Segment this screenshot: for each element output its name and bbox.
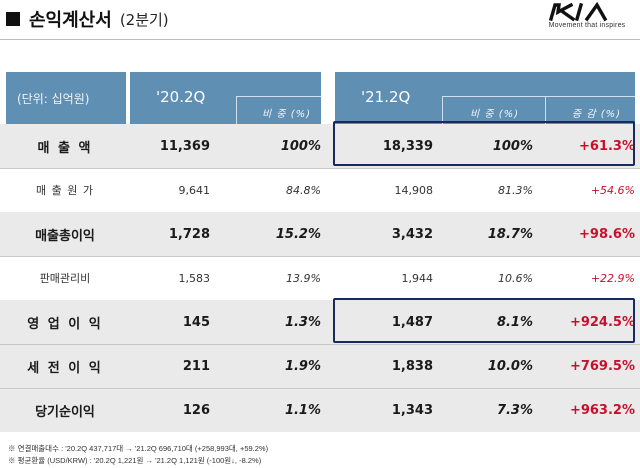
ratio-21q: 18.7%: [487, 226, 533, 242]
ratio-20q: 84.8%: [286, 183, 321, 197]
period2-label: '21.2Q: [361, 88, 411, 106]
value-20q: 1,728: [168, 226, 210, 242]
value-21q: 18,339: [382, 138, 433, 154]
title-group: 손익계산서 (2분기): [6, 6, 169, 32]
ratio-20q: 1.3%: [284, 314, 321, 330]
period1-header-cell: [130, 72, 321, 124]
header-divider: [236, 96, 237, 124]
ratio-20q: 13.9%: [286, 271, 321, 285]
header-divider: [0, 39, 640, 40]
row-background: [0, 212, 640, 256]
ratio-21q: 81.3%: [498, 183, 533, 197]
row-label: 매 출 액: [37, 140, 93, 156]
header-divider: [236, 96, 321, 97]
change-pct: +924.5%: [569, 314, 635, 330]
row-label: 판매관리비: [39, 272, 91, 285]
title-bullet-icon: [6, 12, 20, 26]
ratio-20q: 15.2%: [275, 226, 321, 242]
row-label: 매 출 원 가: [36, 184, 94, 197]
ratio1-label: 비 중 (%): [262, 109, 312, 120]
value-21q: 1,944: [401, 271, 434, 285]
period2-header-cell: [335, 72, 635, 124]
header-divider: [545, 96, 546, 124]
ratio-21q: 10.0%: [487, 358, 533, 374]
change-pct: +54.6%: [590, 183, 635, 197]
change-pct: +963.2%: [569, 402, 635, 418]
period1-label: '20.2Q: [156, 88, 206, 106]
kia-logo: Movement that inspires: [542, 2, 632, 29]
logo-tagline: Movement that inspires: [548, 22, 626, 29]
row-background: [0, 300, 640, 344]
footnotes: ※ 연결매출대수 : '20.2Q 437,717대 → '21.2Q 696,…: [8, 443, 268, 467]
unit-header-cell: [6, 72, 126, 124]
row-divider: [0, 388, 640, 389]
value-21q: 3,432: [391, 226, 433, 242]
unit-label: (단위: 십억원): [17, 92, 90, 106]
kia-logo-icon: [548, 2, 608, 22]
ratio-20q: 1.9%: [284, 358, 321, 374]
ratio-20q: 1.1%: [284, 402, 321, 418]
value-21q: 1,343: [391, 402, 433, 418]
change-pct: +22.9%: [590, 271, 635, 285]
ratio-21q: 8.1%: [496, 314, 533, 330]
change-pct: +769.5%: [569, 358, 635, 374]
value-20q: 126: [182, 402, 210, 418]
footnote-sales-volume: ※ 연결매출대수 : '20.2Q 437,717대 → '21.2Q 696,…: [8, 444, 269, 453]
row-divider: [0, 168, 640, 169]
row-label: 영 업 이 익: [27, 316, 103, 332]
row-divider: [0, 344, 640, 345]
ratio-21q: 10.6%: [498, 271, 533, 285]
ratio2-label: 비 중 (%): [470, 109, 520, 120]
value-20q: 211: [182, 358, 210, 374]
value-21q: 1,838: [391, 358, 433, 374]
value-20q: 11,369: [159, 138, 210, 154]
revenue-highlight-box: [333, 121, 635, 166]
ratio-21q: 7.3%: [496, 402, 533, 418]
row-divider: [0, 256, 640, 257]
value-20q: 9,641: [178, 183, 211, 197]
change-label: 증 감 (%): [572, 109, 622, 120]
value-20q: 1,583: [178, 271, 211, 285]
header-divider: [442, 96, 635, 97]
ratio-21q: 100%: [492, 138, 533, 154]
change-pct: +98.6%: [579, 226, 635, 242]
value-20q: 145: [182, 314, 210, 330]
row-label: 당기순이익: [35, 404, 95, 420]
row-label: 매출총이익: [35, 228, 95, 244]
header-divider: [442, 96, 443, 124]
page-title: 손익계산서: [29, 10, 112, 31]
operating-profit-highlight-box: [333, 298, 635, 343]
change-pct: +61.3%: [579, 138, 635, 154]
value-21q: 1,487: [391, 314, 433, 330]
footnote-exchange-rate: ※ 평균환율 (USD/KRW) : '20.2Q 1,221원 → '21.2…: [8, 456, 262, 465]
value-21q: 14,908: [394, 183, 434, 197]
table-header: (단위: 십억원) '20.2Q 비 중 (%) '21.2Q 비 중 (%) …: [0, 72, 640, 124]
row-background: [0, 388, 640, 432]
row-label: 세 전 이 익: [27, 360, 103, 376]
ratio-20q: 100%: [280, 138, 321, 154]
row-background: [0, 124, 640, 168]
page-header: 손익계산서 (2분기) Movement that inspires: [0, 0, 640, 46]
row-background: [0, 344, 640, 388]
page-subtitle: (2분기): [119, 10, 169, 29]
